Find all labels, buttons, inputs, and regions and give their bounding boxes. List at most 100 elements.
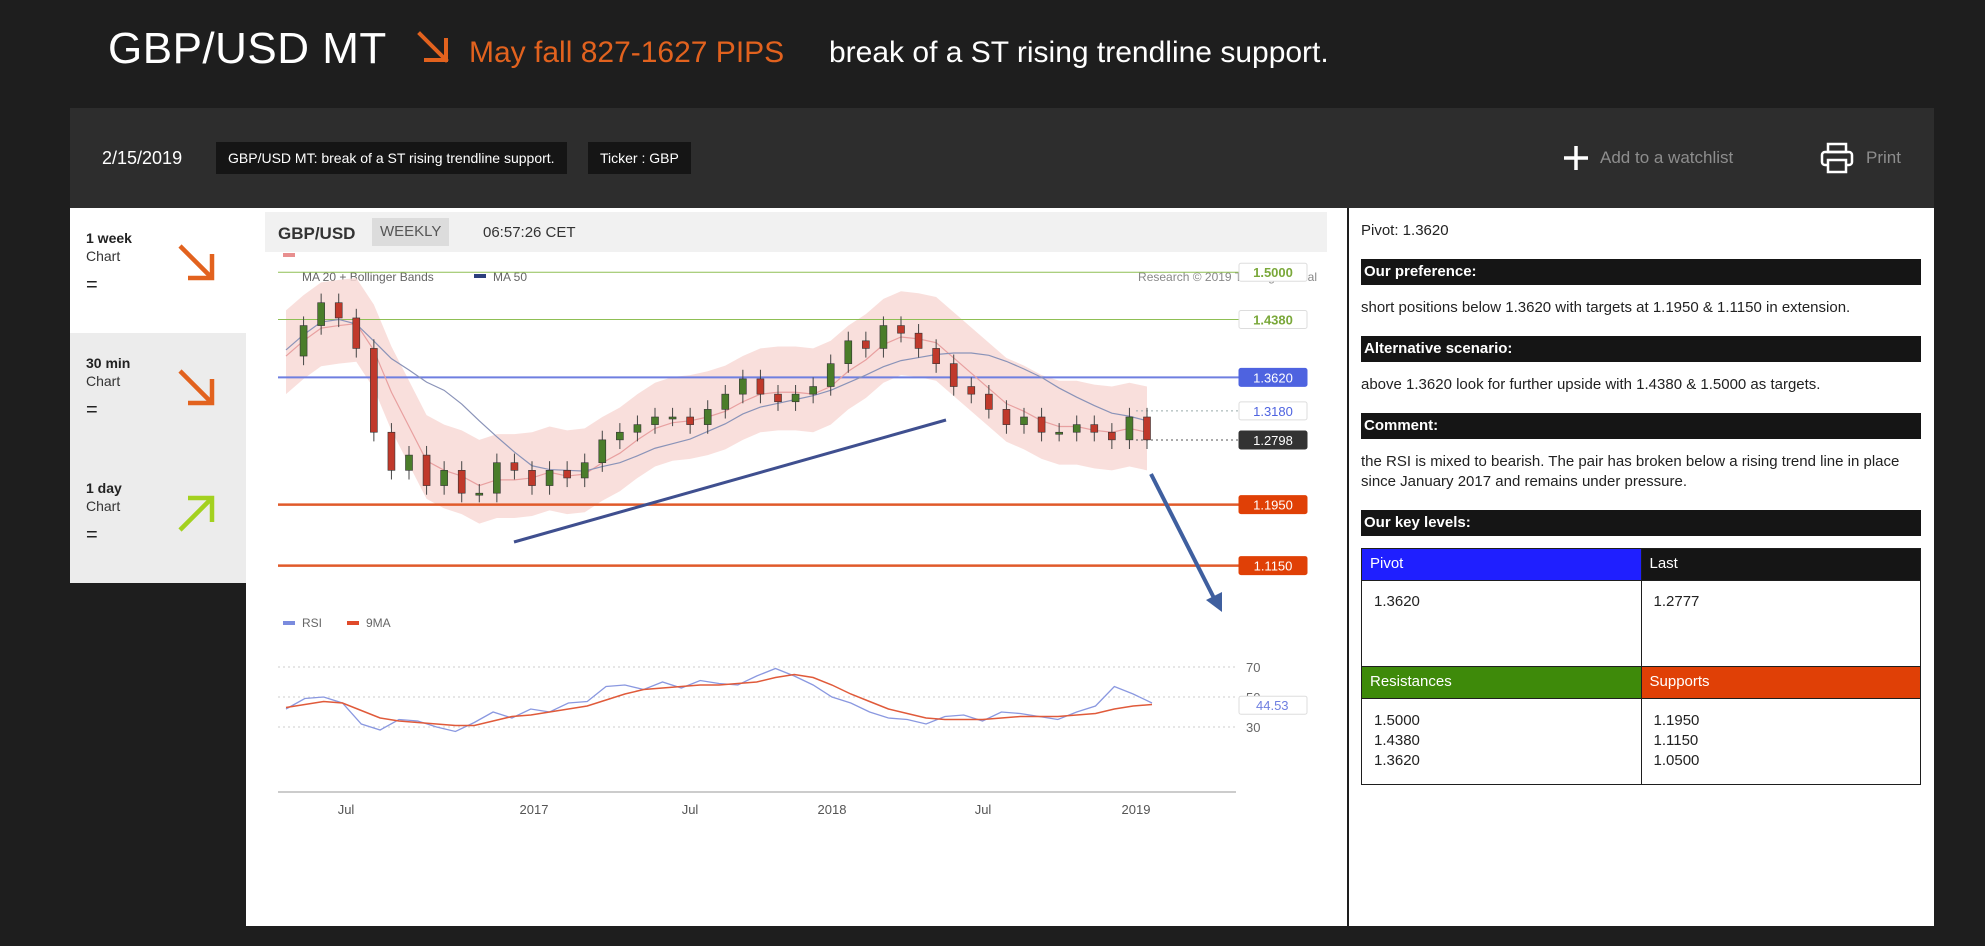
candle-body [580,462,589,479]
candle-body [844,340,853,364]
alternative-text: above 1.3620 look for further upside wit… [1361,376,1821,393]
arrow-down-right-icon [417,31,449,63]
candle-body [1055,431,1063,435]
candle-body [387,431,396,471]
candle-body [914,332,923,349]
rsi-tick-label: 30 [1246,720,1260,735]
candle-body [1020,416,1028,425]
legend-label: RSI [302,616,322,630]
ticker-badge: Ticker : GBP [588,142,691,174]
candle-body [1125,416,1134,441]
candle-body [405,454,413,471]
ma50-line [285,318,1148,472]
candle-body [1072,424,1081,433]
x-tick-label: Jul [975,802,992,817]
supports-list: 1.1950 1.1150 1.0500 [1640,698,1921,785]
alternative-title: Alternative scenario: [1361,336,1921,362]
pivot-summary: Pivot: 1.3620 [1361,222,1449,239]
candle-body [949,363,958,387]
timeframe-chart-label: Chart [86,373,121,389]
forecast-arrow-head [1206,592,1222,612]
candle-body [668,416,677,420]
x-tick-label: 2017 [520,802,549,817]
chart-header: GBP/USD WEEKLY 06:57:26 CET [265,212,1327,252]
rising-trendline [513,418,947,544]
candle-body [317,302,325,326]
printer-icon [1820,142,1854,174]
key-levels-title: Our key levels: [1361,510,1921,536]
timeframe-period: 1 week [86,230,132,246]
candle-body [616,431,624,441]
chart-interval[interactable]: WEEKLY [372,218,450,246]
level-label-box [1238,556,1308,576]
resistance-level: 1.4380 [1374,732,1420,749]
level-label-box [1238,262,1308,282]
page-title: GBP/USD MT [108,24,387,73]
preference-text: short positions below 1.3620 with target… [1361,299,1851,316]
rsi-ma-line [285,673,1153,727]
rsi-last-box [1238,695,1308,715]
timeframe-card-1-day[interactable]: 1 day Chart = [70,458,246,583]
last-value: 1.2777 [1640,580,1921,667]
candle-body [703,409,712,425]
timeframe-card-1-week[interactable]: 1 week Chart = [70,208,246,333]
timeframe-chart-label: Chart [86,248,121,264]
candle-body [721,393,730,410]
timeframe-sidebar: 1 week Chart = 30 min Chart = 1 day Char… [70,208,246,584]
x-tick-label: Jul [338,802,355,817]
header-description: break of a ST rising trendline support. [829,36,1329,69]
timeframe-status: = [86,274,98,296]
candle-body [1143,416,1151,441]
candle-body [932,348,940,364]
level-label: 1.3620 [1253,370,1293,385]
level-label: 1.1950 [1253,498,1293,513]
candle-body [739,378,747,395]
level-label-box [1238,401,1308,421]
arrow-up-right-icon [178,495,215,532]
arrow-down-right-icon [178,244,215,281]
title-badge: GBP/USD MT: break of a ST rising trendli… [216,142,567,174]
candle-body [563,470,571,479]
level-label-box [1238,309,1308,329]
timeframe-status: = [86,524,98,546]
level-label-box [1238,367,1308,387]
candle-body [440,470,448,486]
chart-symbol: GBP/USD [278,224,356,243]
candle-body [633,424,642,433]
candle-body [686,416,694,425]
candle-body [879,325,888,349]
bollinger-band [286,277,1147,524]
print-button[interactable]: Print [1820,138,1901,178]
resistance-level: 1.3620 [1374,752,1420,769]
watchlist-label: Add to a watchlist [1600,148,1734,167]
forecast-text: May fall 827-1627 PIPS [469,36,785,69]
print-label: Print [1866,148,1901,167]
comment-text: the RSI is mixed to bearish. The pair ha… [1361,453,1900,490]
timeframe-chart-label: Chart [86,498,121,514]
legend-swatch [474,274,486,278]
level-label: 1.1150 [1254,559,1293,574]
candle-body [985,393,993,410]
supports-header: Supports [1640,666,1921,699]
support-level: 1.1150 [1653,732,1699,749]
timeframe-status: = [86,399,98,421]
legend-label: MA 50 [493,270,527,284]
candle-body [967,386,976,395]
legend-swatch [347,621,359,625]
candle-body [299,325,308,357]
candle-body [862,340,870,349]
level-label: 1.4380 [1253,312,1293,327]
timeframe-card-30-min[interactable]: 30 min Chart = [70,333,246,458]
candle-body [774,393,782,403]
toolbar: 2/15/2019 GBP/USD MT: break of a ST risi… [70,108,1934,208]
candle-body [1037,416,1046,433]
page-header: GBP/USD MT May fall 827-1627 PIPS break … [0,0,1985,108]
last-header: Last [1640,548,1921,581]
add-to-watchlist-button[interactable]: Add to a watchlist [1562,138,1733,178]
candle-body [791,393,800,403]
x-tick-label: 2019 [1122,802,1151,817]
candle-body [457,470,466,494]
candle-body [475,492,484,496]
candle-body [598,439,607,464]
